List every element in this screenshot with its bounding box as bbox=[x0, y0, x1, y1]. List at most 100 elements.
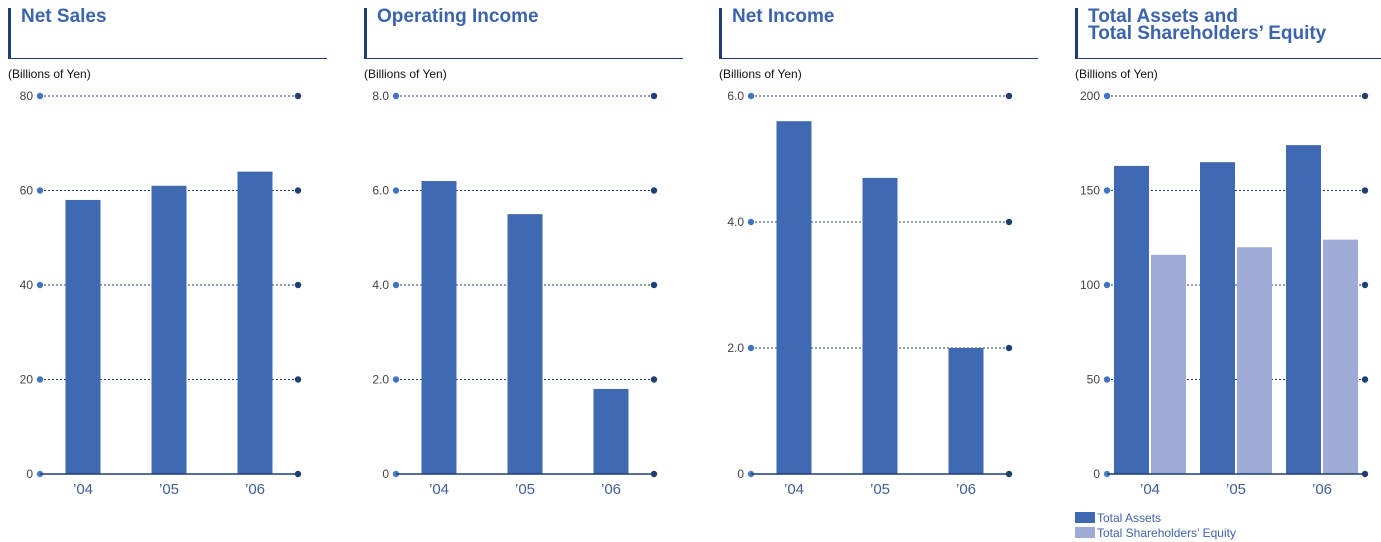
y-tick-label: 4.0 bbox=[372, 278, 389, 292]
legend-label: Total Shareholders’ Equity bbox=[1097, 525, 1236, 540]
chart-title: Total Assets and Total Shareholders’ Equ… bbox=[1088, 6, 1327, 44]
unit-label: (Billions of Yen) bbox=[1075, 67, 1158, 81]
legend-swatch-shareholders-equity bbox=[1075, 527, 1095, 538]
net-income-chart: 0 2.0 4.0 6.0 ’04 ’05 ’06 bbox=[727, 89, 1013, 498]
x-category-label: ’05 bbox=[870, 481, 890, 498]
y-tick-label: 200 bbox=[1080, 89, 1100, 103]
y-tick-label: 6.0 bbox=[727, 89, 744, 103]
title-underline bbox=[8, 58, 327, 59]
net-income-panel: Net Income (Billions of Yen) 0 2.0 4.0 6.0 ’… bbox=[711, 0, 1041, 542]
tick-dot-right bbox=[1005, 92, 1013, 100]
x-category-label: ’04 bbox=[429, 481, 449, 498]
tick-dot-left bbox=[1103, 187, 1111, 194]
tick-dot-left bbox=[392, 187, 400, 194]
x-category-label: ’06 bbox=[601, 481, 621, 498]
tick-dot-right bbox=[1005, 218, 1013, 226]
y-tick-label: 50 bbox=[1087, 373, 1101, 387]
bar-series-1 bbox=[1200, 162, 1235, 474]
tick-dot-right bbox=[650, 376, 658, 383]
tick-dot-right bbox=[1361, 281, 1369, 289]
y-tick-label: 100 bbox=[1080, 278, 1100, 292]
chart-title: Operating Income bbox=[377, 6, 539, 27]
y-tick-label: 0 bbox=[737, 467, 744, 481]
bar-series-2 bbox=[1323, 239, 1358, 474]
net-sales-panel: Net Sales (Billions of Yen) 0 20 40 60 80 ’04… bbox=[0, 0, 330, 542]
x-category-label: ’04 bbox=[1140, 481, 1160, 498]
tick-dot-right bbox=[1361, 92, 1369, 100]
y-tick-label: 0 bbox=[26, 467, 33, 481]
x-category-label: ’05 bbox=[1226, 481, 1246, 498]
y-tick-label: 2.0 bbox=[727, 341, 744, 355]
title-accent-bar bbox=[8, 8, 11, 59]
tick-dot-right bbox=[294, 187, 302, 194]
title-accent-bar bbox=[719, 8, 722, 59]
bar-series-1 bbox=[1114, 165, 1149, 474]
tick-dot-right bbox=[650, 281, 658, 289]
tick-dot-left bbox=[1103, 281, 1111, 289]
legend-item-total-assets: Total Assets bbox=[1075, 510, 1236, 525]
tick-dot-left bbox=[392, 376, 400, 383]
bar bbox=[948, 348, 984, 474]
bar-series-2 bbox=[1237, 247, 1272, 474]
tick-dot-right bbox=[1005, 344, 1013, 352]
bar bbox=[862, 177, 898, 474]
bar bbox=[237, 171, 273, 474]
y-tick-label: 40 bbox=[20, 278, 34, 292]
tick-dot-left bbox=[1103, 376, 1111, 383]
bar-series-1 bbox=[1286, 145, 1321, 474]
legend-label: Total Assets bbox=[1097, 510, 1162, 525]
tick-dot-left bbox=[36, 92, 44, 100]
bar bbox=[776, 121, 812, 474]
tick-dot-left bbox=[747, 92, 755, 100]
title-underline bbox=[719, 58, 1038, 59]
tick-dot-left bbox=[36, 187, 44, 194]
tick-dot-left bbox=[747, 344, 755, 352]
tick-dot-left bbox=[747, 218, 755, 226]
legend: Total Assets Total Shareholders’ Equity bbox=[1075, 510, 1236, 540]
unit-label: (Billions of Yen) bbox=[8, 67, 91, 81]
tick-dot-left bbox=[36, 376, 44, 383]
x-category-label: ’05 bbox=[159, 481, 179, 498]
tick-dot-right bbox=[294, 92, 302, 100]
tick-dot-left bbox=[36, 281, 44, 289]
tick-dot-left bbox=[392, 92, 400, 100]
tick-dot-right bbox=[1361, 376, 1369, 383]
chart-title: Net Income bbox=[732, 6, 835, 27]
title-underline bbox=[1075, 58, 1381, 59]
chart-title: Net Sales bbox=[21, 6, 107, 27]
operating-income-chart: 0 2.0 4.0 6.0 8.0 ’04 ’05 ’06 bbox=[372, 89, 658, 498]
y-tick-label: 20 bbox=[20, 373, 34, 387]
operating-income-panel: Operating Income (Billions of Yen) 0 2.0 4… bbox=[356, 0, 686, 542]
bar-series-2 bbox=[1151, 254, 1186, 474]
unit-label: (Billions of Yen) bbox=[364, 67, 447, 81]
x-category-label: ’04 bbox=[784, 481, 804, 498]
bar bbox=[507, 214, 543, 474]
tick-dot-right bbox=[294, 376, 302, 383]
y-tick-label: 0 bbox=[1093, 467, 1100, 481]
legend-item-shareholders-equity: Total Shareholders’ Equity bbox=[1075, 525, 1236, 540]
bar bbox=[421, 181, 457, 475]
y-tick-label: 60 bbox=[20, 184, 34, 198]
bar bbox=[151, 185, 187, 474]
y-tick-label: 6.0 bbox=[372, 184, 389, 198]
x-category-label: ’06 bbox=[245, 481, 265, 498]
bar bbox=[593, 388, 629, 474]
tick-dot-left bbox=[392, 281, 400, 289]
unit-label: (Billions of Yen) bbox=[719, 67, 802, 81]
title-underline bbox=[364, 58, 683, 59]
y-tick-label: 80 bbox=[20, 89, 34, 103]
tick-dot-left bbox=[1103, 92, 1111, 100]
total-assets-equity-chart: 0 50 100 150 200 ’04 ’05 ’06 bbox=[1080, 89, 1369, 498]
tick-dot-right bbox=[650, 92, 658, 100]
x-category-label: ’06 bbox=[956, 481, 976, 498]
net-sales-chart: 0 20 40 60 80 ’04 ’05 ’06 bbox=[20, 89, 302, 498]
y-tick-label: 2.0 bbox=[372, 373, 389, 387]
y-tick-label: 4.0 bbox=[727, 215, 744, 229]
title-accent-bar bbox=[364, 8, 367, 59]
tick-dot-right bbox=[294, 281, 302, 289]
tick-dot-right bbox=[1361, 187, 1369, 194]
total-assets-equity-panel: Total Assets and Total Shareholders’ Equ… bbox=[1067, 0, 1381, 542]
tick-dot-right bbox=[650, 187, 658, 194]
legend-swatch-total-assets bbox=[1075, 512, 1095, 523]
x-category-label: ’04 bbox=[73, 481, 93, 498]
